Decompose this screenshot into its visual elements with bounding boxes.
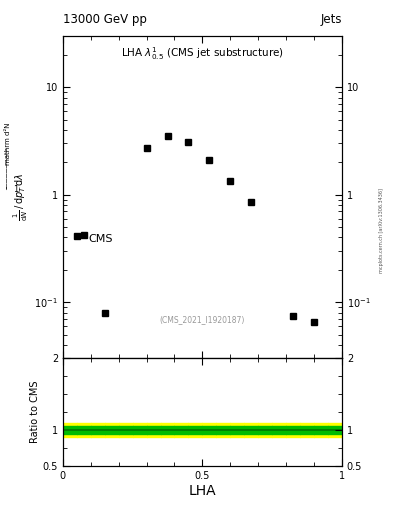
Text: Jets: Jets [320, 13, 342, 26]
Text: 13000 GeV pp: 13000 GeV pp [63, 13, 147, 26]
Y-axis label: $\frac{1}{\mathrm{d}N}\,/\,\mathrm{d}p_T\,\mathrm{d}\lambda$: $\frac{1}{\mathrm{d}N}\,/\,\mathrm{d}p_T… [12, 173, 30, 221]
X-axis label: LHA: LHA [189, 483, 216, 498]
Text: ─────────────────: ───────────────── [6, 147, 10, 190]
Text: 1: 1 [13, 185, 18, 194]
Text: mcplots.cern.ch [arXiv:1306.3436]: mcplots.cern.ch [arXiv:1306.3436] [379, 188, 384, 273]
Text: mathrm d²N: mathrm d²N [5, 122, 11, 165]
Text: LHA $\lambda^{1}_{0.5}$ (CMS jet substructure): LHA $\lambda^{1}_{0.5}$ (CMS jet substru… [121, 46, 284, 62]
Y-axis label: Ratio to CMS: Ratio to CMS [30, 381, 40, 443]
Text: CMS: CMS [88, 234, 112, 244]
Text: (CMS_2021_I1920187): (CMS_2021_I1920187) [160, 315, 245, 324]
